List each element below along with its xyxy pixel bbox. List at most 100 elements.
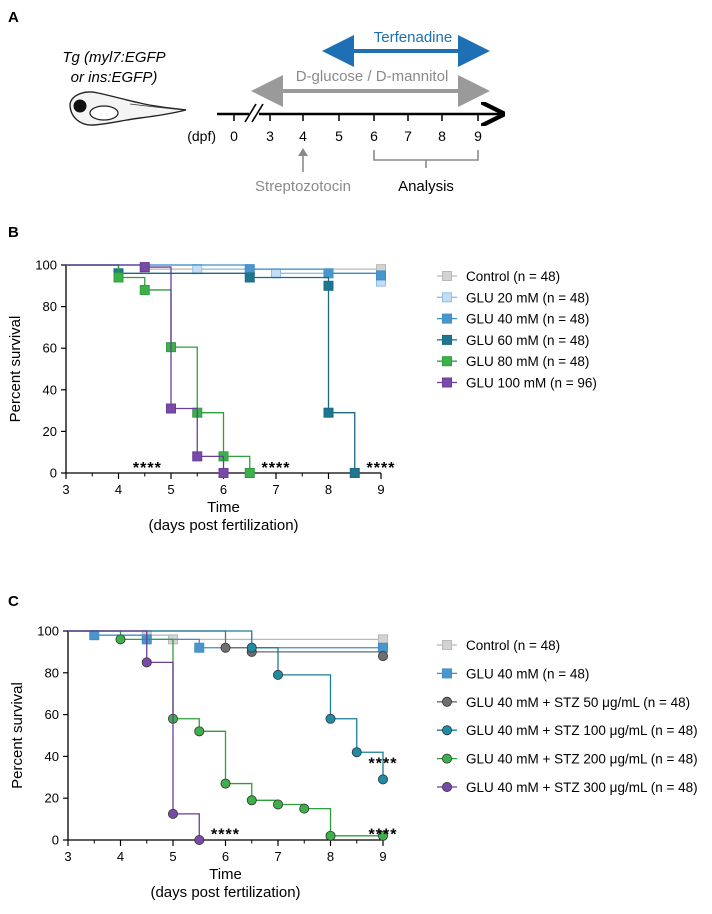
legend-entry-label: GLU 100 mM (n = 96) xyxy=(466,376,597,391)
significance-annotation: **** xyxy=(367,460,396,477)
x-axis-subtitle: (days post fertilization) xyxy=(148,517,298,534)
legend-marker xyxy=(442,640,452,650)
data-point-marker xyxy=(323,268,334,279)
y-tick-label: 0 xyxy=(52,833,59,848)
legend-entry-label: GLU 40 mM + STZ 100 μg/mL (n = 48) xyxy=(466,723,698,738)
data-point-marker xyxy=(378,642,388,653)
significance-annotation: **** xyxy=(369,827,398,844)
data-point-marker xyxy=(325,713,336,724)
data-point-marker xyxy=(113,272,124,283)
data-point-marker xyxy=(378,634,388,645)
y-tick-label: 40 xyxy=(45,749,59,764)
timeline-day-label: 9 xyxy=(474,128,482,144)
data-point-marker xyxy=(349,468,360,478)
legend-marker xyxy=(442,668,452,679)
data-point-marker xyxy=(167,808,178,819)
data-point-marker xyxy=(220,642,231,653)
data-point-marker xyxy=(166,403,176,414)
data-point-marker xyxy=(194,642,205,653)
panel-b: B 0 20 40 60 80 100 3 4 5 6 7 8 9 Time(days post fert… xyxy=(7,224,597,534)
data-point-marker xyxy=(192,264,203,275)
data-point-marker xyxy=(377,651,388,662)
x-tick-label: 8 xyxy=(327,849,334,864)
legend-entry-label: Control (n = 48) xyxy=(466,638,560,653)
x-tick-label: 9 xyxy=(377,482,384,497)
data-point-marker xyxy=(351,747,362,758)
legend-entry-label: GLU 20 mM (n = 48) xyxy=(466,290,589,305)
y-tick-label: 100 xyxy=(35,258,57,273)
x-tick-label: 3 xyxy=(64,849,71,864)
data-point-marker xyxy=(323,407,334,418)
legend-marker xyxy=(441,696,452,707)
data-point-marker xyxy=(218,468,229,478)
series-line-3 xyxy=(68,630,384,780)
x-tick-label: 7 xyxy=(274,849,281,864)
legend-marker xyxy=(442,356,452,367)
glucose-label: D-glucose / D-mannitol xyxy=(296,68,449,85)
x-tick-label: 6 xyxy=(222,849,229,864)
significance-annotation: **** xyxy=(262,460,291,477)
data-point-marker xyxy=(115,634,126,645)
legend-marker xyxy=(441,753,452,764)
panel-b-label: B xyxy=(8,224,19,241)
legend-b: Control (n = 48) GLU 20 mM (n = 48) GLU 40… xyxy=(437,269,597,391)
data-point-marker xyxy=(194,835,205,846)
y-tick-label: 60 xyxy=(43,341,57,356)
data-point-marker xyxy=(244,468,255,478)
legend-entry-label: GLU 40 mM (n = 48) xyxy=(466,312,589,327)
legend-c: Control (n = 48) GLU 40 mM (n = 48) GLU 40… xyxy=(437,638,698,795)
y-tick-label: 20 xyxy=(45,791,59,806)
data-point-marker xyxy=(244,272,255,283)
legend-marker xyxy=(441,725,452,736)
x-tick-label: 5 xyxy=(167,482,174,497)
timeline-unit: (dpf) xyxy=(187,128,216,144)
x-tick-label: 5 xyxy=(169,849,176,864)
data-point-marker xyxy=(271,268,281,279)
legend-entry-label: GLU 60 mM (n = 48) xyxy=(466,333,589,348)
data-point-marker xyxy=(220,778,231,789)
streptozotocin-label: Streptozotocin xyxy=(255,178,351,195)
legend-marker xyxy=(442,313,452,324)
terfenadine-label: Terfenadine xyxy=(374,29,452,46)
data-point-marker xyxy=(325,830,336,841)
x-tick-label: 6 xyxy=(220,482,227,497)
legend-entry-label: GLU 40 mM + STZ 300 μg/mL (n = 48) xyxy=(466,780,698,795)
y-tick-label: 40 xyxy=(43,382,57,397)
data-point-marker xyxy=(377,774,388,785)
legend-marker xyxy=(442,292,452,303)
x-axis-title: Time xyxy=(209,866,242,883)
survival-chart-c: 0 20 40 60 80 100 3 4 5 6 7 8 9 Time(days post fertil… xyxy=(9,624,398,902)
data-point-marker xyxy=(141,657,152,668)
legend-entry-label: GLU 40 mM + STZ 200 μg/mL (n = 48) xyxy=(466,752,698,767)
analysis-label: Analysis xyxy=(398,178,454,195)
data-point-marker xyxy=(246,642,257,653)
significance-annotation: **** xyxy=(369,756,398,773)
y-tick-label: 20 xyxy=(43,424,57,439)
legend-marker xyxy=(442,377,452,388)
legend-entry-label: GLU 80 mM (n = 48) xyxy=(466,354,589,369)
data-point-marker xyxy=(89,630,100,641)
timeline-day-label: 3 xyxy=(266,128,274,144)
y-axis-title: Percent survival xyxy=(7,316,24,423)
y-axis-title: Percent survival xyxy=(9,682,26,789)
series-line-3 xyxy=(66,264,356,473)
legend-entry-label: GLU 40 mM (n = 48) xyxy=(466,666,589,681)
legend-marker xyxy=(442,271,452,281)
data-point-marker xyxy=(377,830,388,841)
significance-annotation: **** xyxy=(211,827,240,844)
x-axis-title: Time xyxy=(207,499,240,516)
timeline-day-label: 7 xyxy=(404,128,412,144)
data-point-marker xyxy=(139,262,150,273)
data-point-marker xyxy=(299,803,310,814)
timeline-day-label: 5 xyxy=(335,128,343,144)
x-tick-label: 7 xyxy=(272,482,279,497)
legend-marker xyxy=(442,334,452,345)
data-point-marker xyxy=(246,795,257,806)
data-point-marker xyxy=(139,284,150,295)
zebrafish-larva-icon xyxy=(69,91,187,126)
significance-annotation: **** xyxy=(133,460,162,477)
x-tick-label: 4 xyxy=(117,849,124,864)
y-tick-label: 80 xyxy=(45,665,59,680)
legend-entry-label: Control (n = 48) xyxy=(466,269,560,284)
